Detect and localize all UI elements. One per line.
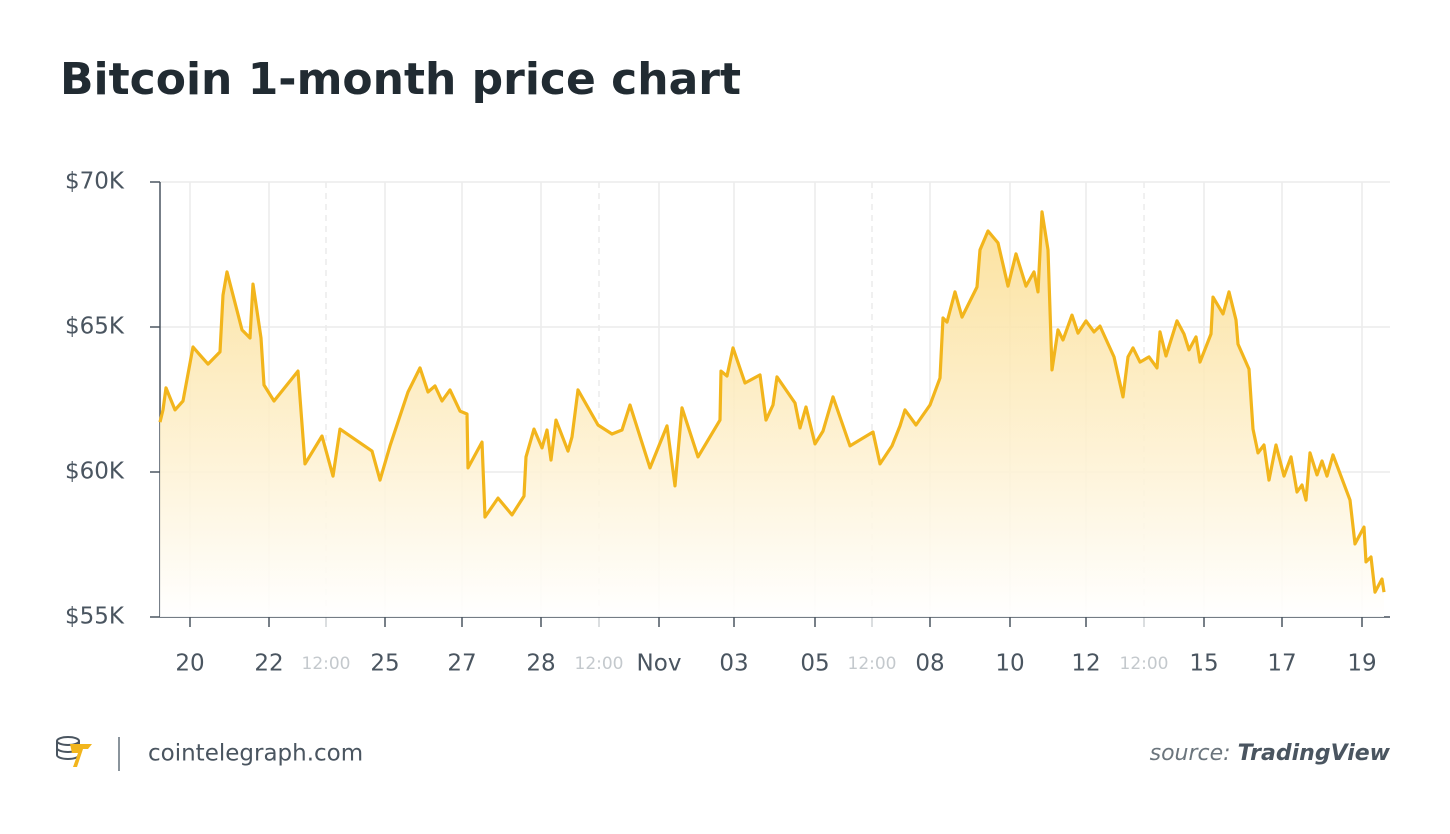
price-line [158,210,1386,594]
x-tick-label: 15 [1189,651,1218,677]
x-tick-label: Nov [637,651,682,677]
y-tick-label: $65K [65,314,125,340]
logo [56,736,120,771]
x-tick-label: 12:00 [1120,654,1169,674]
x-tick-label: 08 [915,651,944,677]
x-tick-label: 20 [175,651,204,677]
x-tick-label: 25 [370,651,399,677]
x-tick-label: 12:00 [302,654,351,674]
area [160,211,1384,617]
source: source: TradingView [1150,741,1391,766]
x-tick-label: 12:00 [575,654,624,674]
x-tick-label: 12 [1071,651,1100,677]
x-tick-label: 22 [254,651,283,677]
x-tick-label: 12:00 [848,654,897,674]
x-tick-label: 17 [1267,651,1296,677]
y-tick-label: $70K [65,169,125,195]
site-name: cointelegraph.com [148,741,363,767]
source-prefix: source: [1150,741,1231,766]
x-tick-label: 19 [1347,651,1376,677]
source-name: TradingView [1238,741,1391,766]
x-tick-label: 10 [995,651,1024,677]
x-tick-label: 05 [800,651,829,677]
y-tick-label: $55K [65,604,125,630]
x-tick-label: 03 [719,651,748,677]
y-tick-label: $60K [65,459,125,485]
x-tick-label: 27 [447,651,476,677]
chart-title: Bitcoin 1-month price chart [60,54,741,105]
x-tick-label: 28 [526,651,555,677]
